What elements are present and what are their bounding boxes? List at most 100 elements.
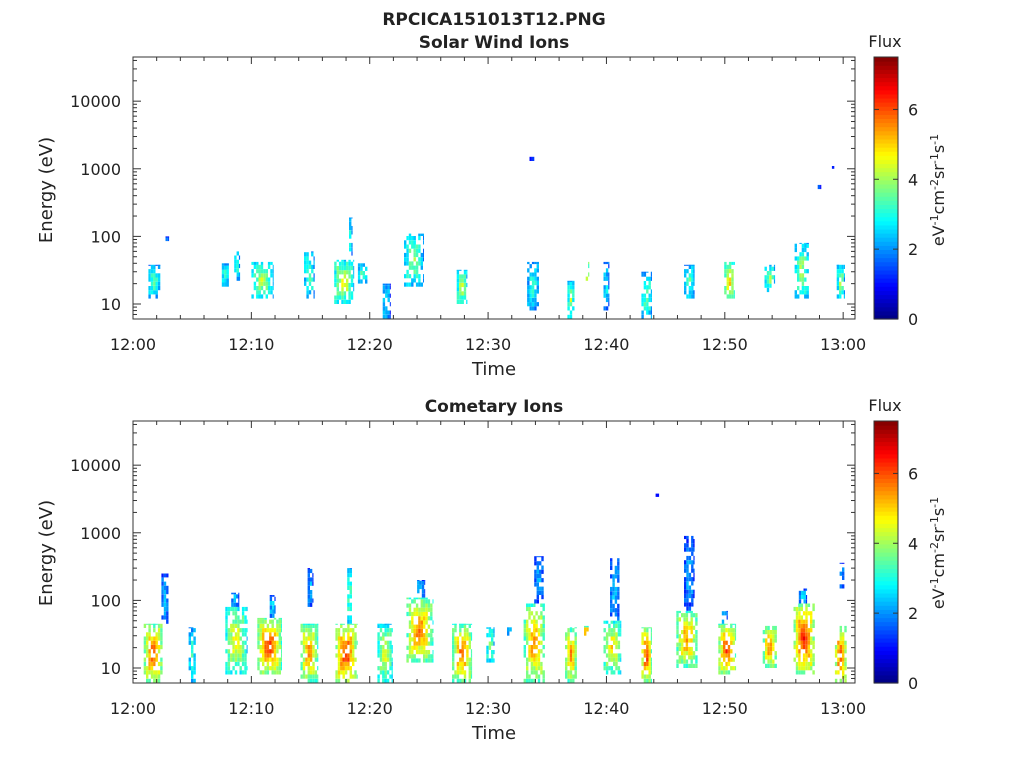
spectrogram-cell bbox=[309, 678, 313, 683]
spectrogram-cell bbox=[533, 603, 536, 607]
spectrogram-cell bbox=[300, 628, 303, 633]
colorbar-segment bbox=[874, 466, 898, 471]
spectrogram-cell bbox=[798, 666, 801, 671]
spectrogram-cell bbox=[221, 265, 225, 270]
spectrogram-cell bbox=[311, 269, 314, 274]
spectrogram-cell bbox=[648, 293, 651, 298]
spectrogram-cell bbox=[305, 674, 308, 679]
spectrogram-cell bbox=[389, 666, 392, 671]
spectrogram-cell bbox=[536, 599, 539, 604]
spectrogram-cell bbox=[166, 598, 169, 603]
spectrogram-cell bbox=[767, 634, 770, 639]
spectrogram-cell bbox=[305, 645, 308, 650]
spectrogram-cell bbox=[572, 661, 575, 667]
spectrogram-cell bbox=[353, 274, 355, 279]
spectrogram-cell bbox=[810, 661, 813, 667]
spectrogram-cell bbox=[259, 632, 262, 637]
spectrogram-cell bbox=[461, 274, 464, 279]
spectrogram-cell bbox=[241, 657, 245, 662]
spectrogram-cell bbox=[836, 269, 840, 274]
spectrogram-cell bbox=[269, 619, 272, 624]
spectrogram-cell bbox=[256, 286, 259, 291]
spectrogram-cell bbox=[386, 653, 390, 658]
spectrogram-cell bbox=[536, 595, 539, 600]
spectrogram-cell bbox=[163, 594, 167, 599]
spectrogram-cell bbox=[148, 666, 151, 671]
colorbar-segment bbox=[874, 658, 898, 664]
spectrogram-cell bbox=[732, 636, 735, 641]
spectrogram-cell bbox=[795, 640, 799, 645]
spectrogram-cell bbox=[769, 642, 773, 647]
spectrogram-cell bbox=[257, 645, 260, 650]
spectrogram-cell bbox=[491, 641, 494, 646]
spectrogram-cell bbox=[263, 269, 266, 274]
spectrogram-cell bbox=[427, 650, 431, 655]
spectrogram-cell bbox=[337, 666, 341, 671]
spectrogram-cell bbox=[650, 678, 652, 683]
spectrogram-cell bbox=[574, 640, 577, 645]
spectrogram-cell bbox=[486, 645, 489, 650]
spectrogram-cell bbox=[794, 264, 797, 269]
spectrogram-cell bbox=[605, 285, 609, 290]
spectrogram-cell bbox=[238, 602, 240, 607]
colorbar-segment bbox=[874, 196, 898, 201]
spectrogram-cell bbox=[533, 615, 536, 620]
spectrogram-cell bbox=[650, 670, 652, 675]
spectrogram-cell bbox=[470, 649, 473, 654]
spectrogram-cell bbox=[259, 657, 262, 662]
spectrogram-cell bbox=[535, 653, 538, 658]
colorbar-segment bbox=[874, 310, 898, 316]
spectrogram-cell bbox=[486, 654, 489, 659]
spectrogram-cell bbox=[272, 286, 274, 291]
spectrogram-cell bbox=[350, 278, 354, 283]
spectrogram-cell bbox=[732, 632, 735, 637]
spectrogram-cell bbox=[226, 278, 229, 283]
spectrogram-cell bbox=[572, 306, 575, 311]
spectrogram-cell bbox=[769, 659, 773, 664]
spectrogram-cell bbox=[314, 674, 318, 679]
spectrogram-cell bbox=[389, 674, 392, 679]
spectrogram-cell bbox=[349, 657, 352, 662]
spectrogram-cell bbox=[314, 636, 318, 641]
spectrogram-cell bbox=[804, 290, 807, 295]
spectrogram-cell bbox=[529, 302, 532, 307]
spectrogram-cell bbox=[157, 678, 161, 683]
spectrogram-cell bbox=[688, 594, 692, 599]
spectrogram-cell bbox=[360, 279, 363, 284]
spectrogram-cell bbox=[798, 623, 801, 628]
spectrogram-cell bbox=[271, 661, 274, 667]
spectrogram-cell bbox=[461, 653, 464, 658]
spectrogram-cell bbox=[377, 649, 380, 654]
spectrogram-cell bbox=[567, 293, 570, 298]
spectrogram-cell bbox=[565, 666, 568, 671]
spectrogram-cell bbox=[684, 602, 687, 607]
spectrogram-cell bbox=[468, 678, 471, 683]
spectrogram-cell bbox=[337, 649, 341, 654]
colorbar-segment bbox=[874, 425, 898, 430]
spectrogram-cell bbox=[425, 620, 428, 625]
spectrogram-cell bbox=[313, 277, 315, 282]
spectrogram-cell bbox=[302, 661, 306, 667]
spectrogram-cell bbox=[693, 269, 695, 274]
spectrogram-cell bbox=[542, 645, 545, 650]
spectrogram-cell bbox=[308, 264, 312, 269]
spectrogram-cell bbox=[693, 572, 695, 577]
spectrogram-cell bbox=[463, 623, 467, 628]
spectrogram-cell bbox=[533, 661, 536, 667]
spectrogram-cell bbox=[236, 602, 239, 607]
spectrogram-cell bbox=[420, 611, 423, 617]
spectrogram-cell bbox=[470, 653, 473, 658]
colorbar-tick-label: 6 bbox=[908, 100, 918, 119]
spectrogram-cell bbox=[349, 568, 352, 570]
spectrogram-cell bbox=[161, 573, 164, 578]
spectrogram-cell bbox=[724, 286, 727, 291]
spectrogram-cell bbox=[686, 564, 689, 569]
spectrogram-cell bbox=[270, 261, 273, 265]
spectrogram-cell bbox=[646, 302, 649, 307]
spectrogram-cell bbox=[693, 594, 695, 599]
spectrogram-cell bbox=[810, 619, 813, 624]
spectrogram-cell bbox=[734, 628, 737, 633]
spectrogram-cell bbox=[281, 645, 282, 650]
spectrogram-cell bbox=[418, 282, 421, 287]
